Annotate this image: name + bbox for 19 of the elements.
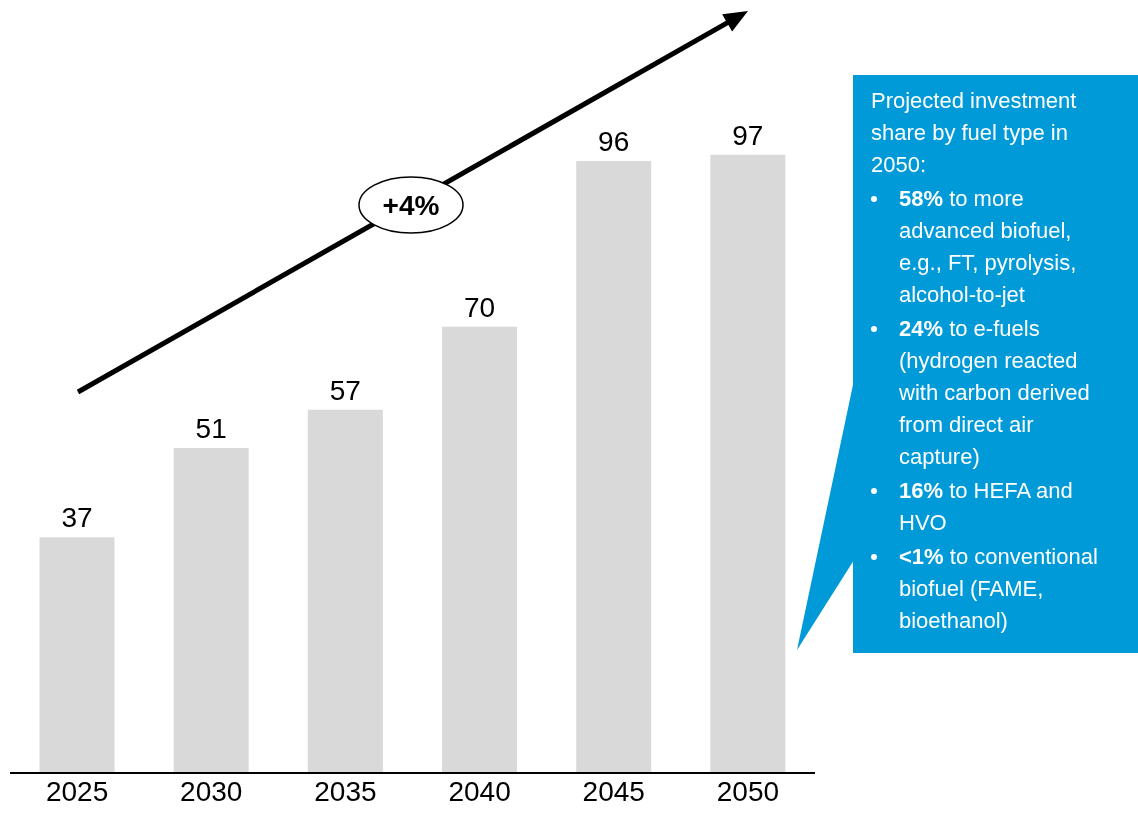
data-label: 51	[195, 412, 227, 444]
x-tick-label: 2025	[45, 775, 109, 807]
x-tick-label: 2050	[716, 775, 780, 807]
bar	[173, 447, 249, 773]
data-label: 96	[598, 126, 630, 158]
x-tick-label: 2035	[314, 775, 377, 807]
data-label: 70	[463, 291, 496, 323]
bar	[307, 409, 383, 773]
bar	[710, 154, 786, 773]
x-tick-label: 2030	[180, 775, 243, 807]
x-tick-label: 2045	[582, 775, 645, 807]
annotation: +4%	[382, 190, 440, 221]
x-tick-label: 2040	[448, 775, 511, 807]
bar	[39, 537, 115, 773]
data-label: 37	[61, 502, 93, 534]
bar	[576, 161, 652, 773]
bar	[442, 326, 518, 773]
data-label: 57	[329, 374, 361, 406]
data-label: 97	[732, 119, 764, 151]
